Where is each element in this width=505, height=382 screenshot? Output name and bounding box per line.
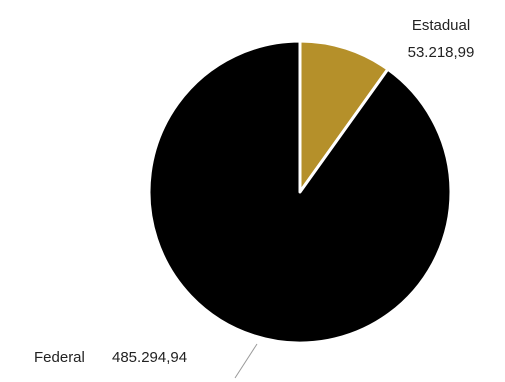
estadual-category-label: Estadual: [412, 17, 470, 34]
federal-value-label: 485.294,94: [112, 349, 187, 366]
pie-slices: [147, 39, 453, 345]
pie-slice-federal: [147, 39, 453, 345]
estadual-value-label: 53.218,99: [408, 44, 475, 61]
federal-category-label: Federal: [34, 349, 85, 366]
federal-leader-line: [234, 343, 258, 379]
pie-slice-estadual: [298, 39, 390, 194]
